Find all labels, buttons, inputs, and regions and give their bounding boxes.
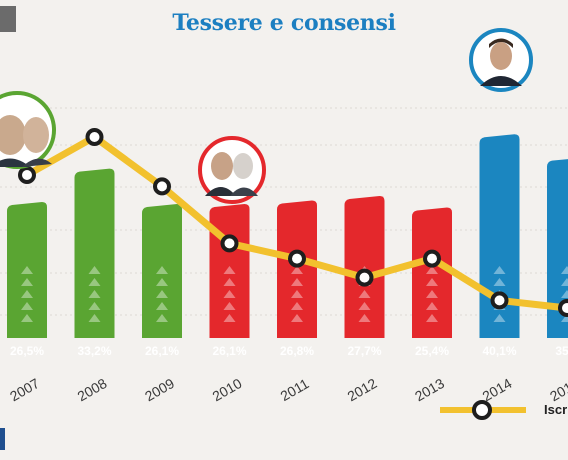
bar-2015 [547, 159, 568, 338]
bar-2013 [412, 207, 452, 338]
arrow-up-icon [358, 290, 371, 298]
legend-label: Iscr [544, 402, 568, 417]
bar-label-2009: 26,1% [145, 344, 179, 358]
party-leaders-photo-2010-icon [198, 136, 266, 204]
bar-label-2015: 35,4 [555, 344, 568, 358]
bar-label-2011: 26,8% [280, 344, 314, 358]
arrow-up-icon [223, 266, 236, 274]
bar-label-2014: 40,1% [482, 344, 516, 358]
arrow-up-icon [291, 314, 303, 322]
arrow-up-icon [493, 314, 506, 322]
line-point-2012 [355, 268, 374, 287]
bar-label-2007: 26,5% [10, 344, 44, 358]
bar-label-2012: 27,7% [347, 344, 381, 358]
line-point-2011 [288, 249, 306, 268]
arrow-up-icon [291, 266, 303, 274]
arrow-up-icon [88, 314, 101, 322]
arrow-up-icon [426, 314, 438, 322]
arrow-up-icon [291, 278, 303, 286]
bottom-marker [0, 428, 5, 450]
arrow-up-icon [223, 278, 236, 286]
line-point-2010 [220, 234, 239, 253]
arrow-up-icon [21, 290, 33, 298]
arrow-up-icon [426, 290, 438, 298]
corner-marker [0, 6, 16, 32]
chart-title: Tessere e consensi [172, 10, 396, 36]
arrow-up-icon [21, 314, 33, 322]
legend-marker [472, 400, 492, 420]
arrow-up-icon [223, 314, 236, 322]
bar-2014 [479, 134, 520, 338]
bar-label-2010: 26,1% [212, 344, 246, 358]
arrow-up-icon [291, 302, 303, 310]
line-point-2014 [490, 291, 509, 310]
bar-label-2008: 33,2% [77, 344, 111, 358]
line-point-2008 [85, 128, 104, 146]
arrow-up-icon [88, 278, 101, 286]
arrow-up-icon [156, 266, 168, 274]
arrow-up-icon [493, 266, 506, 274]
line-point-2009 [153, 177, 171, 196]
bar-2012 [344, 196, 385, 338]
party-leaders-photo-2007-icon [0, 91, 56, 169]
bar-2008 [74, 168, 115, 338]
arrow-up-icon [426, 302, 438, 310]
bar-labels: 26,5% 33,2% 26,1% 26,1% 26,8% 27,7% 25,4% 40,1%… [10, 344, 568, 358]
line-point-2013 [423, 249, 441, 268]
arrow-up-icon [358, 302, 371, 310]
bar-2011 [277, 200, 317, 338]
arrow-up-icon [88, 290, 101, 298]
bar-2007 [7, 202, 47, 338]
arrow-up-icon [21, 302, 33, 310]
arrow-up-icon [156, 290, 168, 298]
arrow-up-icon [88, 266, 101, 274]
arrow-up-icon [156, 302, 168, 310]
arrow-up-icon [21, 278, 33, 286]
line-point-2007 [18, 166, 36, 184]
arrow-up-icon [561, 266, 568, 274]
leader-photo-2014-icon [469, 28, 533, 92]
arrow-up-icon [426, 278, 438, 286]
series-line [18, 128, 568, 317]
arrow-up-icon [156, 314, 168, 322]
arrow-up-icon [561, 278, 568, 286]
bar-label-2013: 25,4% [415, 344, 449, 358]
arrow-up-icon [561, 290, 568, 298]
arrow-up-icon [88, 302, 101, 310]
arrow-up-icon [426, 266, 438, 274]
arrow-up-icon [493, 278, 506, 286]
arrow-up-icon [358, 314, 371, 322]
arrow-up-icon [223, 290, 236, 298]
arrow-up-icon [223, 302, 236, 310]
leader-photos [0, 28, 533, 204]
bar-2009 [142, 203, 182, 338]
arrow-up-icon [21, 266, 33, 274]
arrow-up-icon [156, 278, 168, 286]
arrow-up-icon [291, 290, 303, 298]
line-point-2015 [558, 299, 568, 317]
